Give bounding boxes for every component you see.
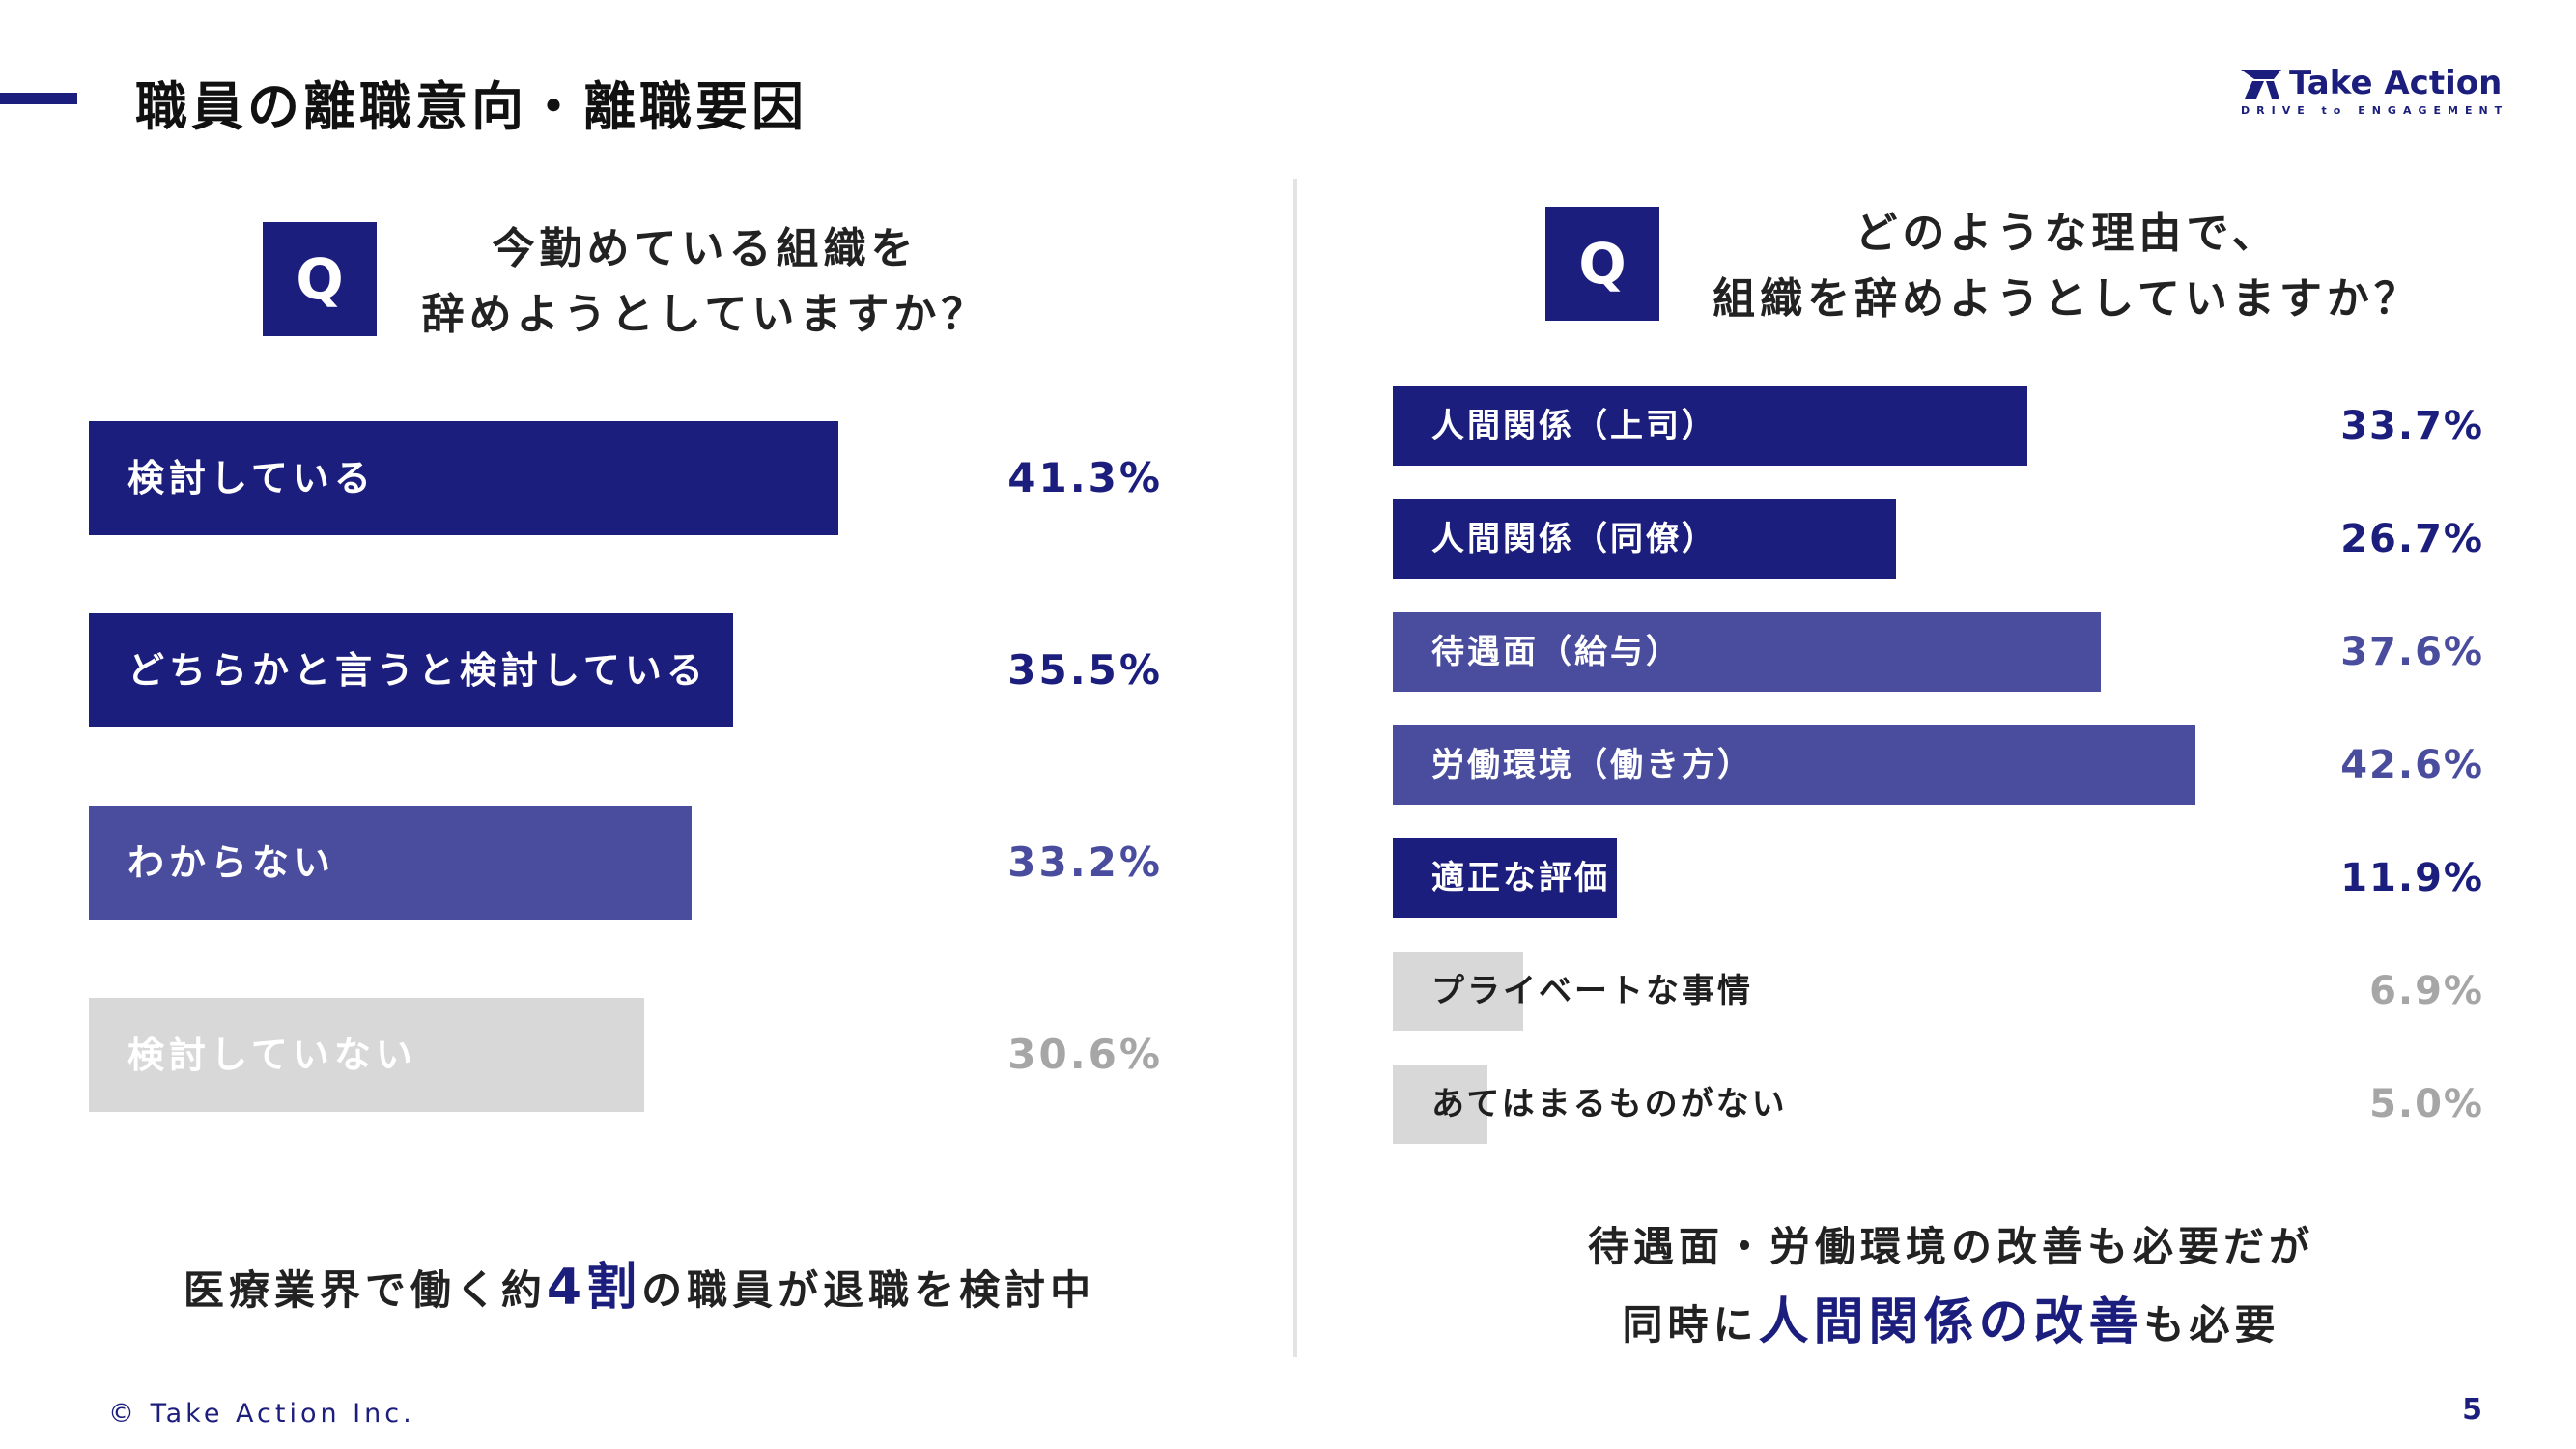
right-summary-line1: 待遇面・労働環境の改善も必要だが [1587, 1223, 2314, 1270]
left-question-line2: 辞めようとしていますか？ [421, 290, 989, 339]
chart-value-label: 30.6% [1007, 1031, 1163, 1078]
chart-bar-label: 待遇面（給与） [1431, 633, 1682, 671]
left-summary-pre: 医療業界で働く約 [183, 1266, 547, 1314]
right-question: どのような理由で、 組織を辞めようとしていますか？ [1681, 201, 2453, 332]
company-logo: Take Action DRIVE to ENGAGEMENT [2241, 64, 2521, 122]
right-question-line1: どのような理由で、 [1854, 209, 2279, 258]
logo-tagline: DRIVE to ENGAGEMENT [2241, 104, 2509, 117]
page-title: 職員の離職意向・離職要因 [135, 76, 807, 137]
right-q-badge: Q [1545, 207, 1659, 321]
chart-bar-label: わからない [127, 841, 336, 884]
chart-value-label: 41.3% [1007, 454, 1163, 501]
left-summary-highlight: 4割 [546, 1259, 642, 1317]
chart-value-label: 35.5% [1007, 646, 1163, 694]
right-summary-highlight: 人間関係の改善 [1758, 1293, 2144, 1351]
chart-bar [89, 998, 644, 1112]
chart-value-label: 6.9% [2369, 969, 2484, 1013]
copyright: © Take Action Inc. [108, 1399, 415, 1429]
page-number: 5 [2462, 1393, 2482, 1427]
left-question: 今勤めている組織を 辞めようとしていますか？ [415, 216, 995, 348]
title-accent-line [0, 93, 77, 104]
chart-bar [1393, 1065, 1487, 1144]
chart-bar-label: 人間関係（上司） [1431, 407, 1717, 445]
chart-bar [1393, 499, 1896, 579]
chart-value-label: 33.7% [2340, 404, 2484, 448]
chart-bar-label: あてはまるものがない [1431, 1085, 1788, 1123]
right-summary: 待遇面・労働環境の改善も必要だが 同時に人間関係の改善も必要 [1391, 1209, 2511, 1363]
chart-bar-label: どちらかと言うと検討している [127, 649, 708, 692]
chart-bar-label: 人間関係（同僚） [1431, 520, 1717, 558]
chart-bar-label: プライベートな事情 [1431, 972, 1753, 1010]
chart-bar [1393, 952, 1523, 1031]
chart-bar-label: 労働環境（働き方） [1431, 746, 1753, 784]
chart-bar [1393, 386, 2027, 466]
right-question-line2: 組織を辞めようとしていますか？ [1713, 274, 2421, 324]
left-summary-post: の職員が退職を検討中 [641, 1266, 1096, 1314]
chart-bar [1393, 725, 2195, 805]
section-divider [1293, 179, 1297, 1357]
chart-value-label: 42.6% [2340, 743, 2484, 787]
right-summary-post: も必要 [2143, 1301, 2280, 1349]
left-q-badge: Q [263, 222, 377, 336]
chart-value-label: 26.7% [2340, 517, 2484, 561]
chart-bar-label: 検討していない [127, 1034, 417, 1076]
chart-value-label: 37.6% [2340, 630, 2484, 674]
chart-bar [1393, 838, 1617, 918]
chart-bar-label: 適正な評価 [1431, 859, 1610, 897]
chart-bar-label: 検討している [127, 457, 376, 499]
chart-value-label: 33.2% [1007, 838, 1163, 886]
right-summary-line2: 同時に人間関係の改善も必要 [1391, 1285, 2511, 1363]
left-summary: 医療業界で働く約4割の職員が退職を検討中 [89, 1246, 1190, 1319]
chart-bar [89, 613, 733, 727]
chart-value-label: 11.9% [2340, 856, 2484, 900]
logo-mark-icon [2241, 70, 2281, 99]
chart-bar [89, 421, 838, 535]
logo-text: Take Action [2289, 64, 2503, 102]
chart-bar [1393, 612, 2101, 692]
left-question-line1: 今勤めている組織を [492, 224, 919, 273]
chart-bar [89, 806, 692, 920]
chart-value-label: 5.0% [2369, 1082, 2484, 1126]
right-summary-pre: 同時に [1622, 1301, 1759, 1349]
